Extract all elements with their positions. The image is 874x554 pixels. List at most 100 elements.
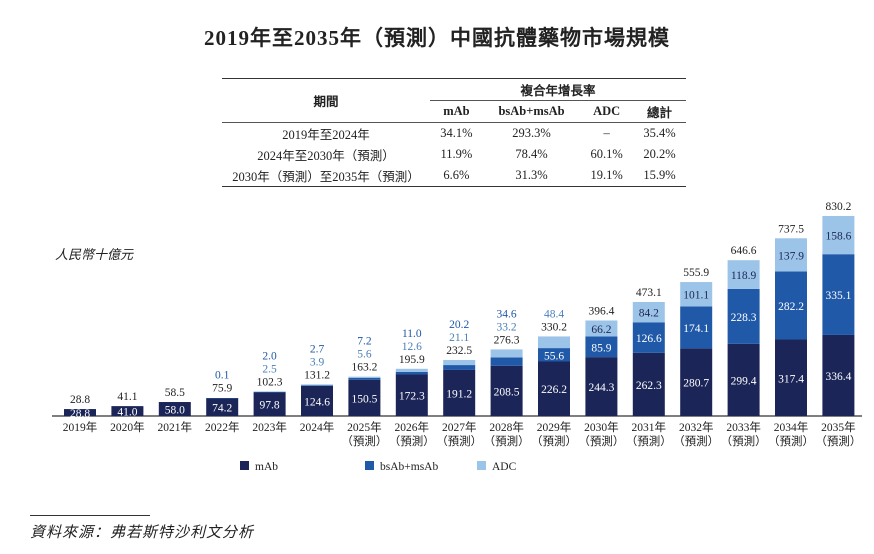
bar-segment-adc: [822, 215, 855, 255]
x-tick-label: 2025年: [347, 420, 382, 434]
bar-segment-adc: [680, 282, 713, 307]
bar-segment-mab: [585, 357, 618, 416]
data-label-mab: 280.7: [683, 378, 709, 390]
data-label-bsab: 85.9: [591, 342, 611, 354]
data-label-mab: 317.4: [778, 373, 804, 385]
col-header: 總計: [647, 106, 673, 120]
bar-segment-adc: [443, 359, 476, 366]
data-label-mab: 74.2: [212, 403, 232, 415]
bar-segment-adc: [301, 384, 333, 386]
table-row: 2024年至2030年（預測） 11.9% 78.4% 60.1% 20.2%: [222, 144, 686, 165]
data-label-bsab: 126.6: [636, 333, 662, 345]
divider: [30, 515, 150, 516]
data-label-mab: 191.2: [446, 388, 472, 400]
bar-segment-adc: [253, 391, 286, 392]
data-label-mab: 336.4: [825, 371, 851, 383]
data-label-mab: 208.5: [494, 386, 520, 398]
legend-swatch: [365, 461, 374, 470]
x-tick-label: 2024年: [300, 420, 335, 434]
value-cell: 15.9%: [643, 168, 676, 182]
y-axis-label: 人民幣十億元: [55, 247, 134, 262]
total-label: 102.3: [257, 376, 283, 388]
bar-segment-mab: [443, 369, 476, 416]
bar-segment-adc: [348, 376, 381, 378]
total-label: 195.9: [399, 354, 425, 366]
data-label-adc: 33.2: [497, 321, 517, 333]
bar-segment-mab: [490, 365, 523, 416]
bar-segment-bsab-msab: [632, 322, 665, 353]
data-label-mab: 299.4: [731, 375, 757, 387]
x-tick-label: 2020年: [110, 420, 145, 434]
legend-swatch: [477, 461, 486, 470]
x-tick-label: 2022年: [205, 420, 240, 434]
x-tick-label: 2035年: [821, 420, 856, 434]
bar-segment-adc: [727, 260, 760, 289]
data-label-mab: 58.0: [165, 405, 185, 417]
data-label-bsab: 34.6: [497, 308, 517, 320]
data-label-adc: 84.2: [639, 308, 659, 320]
value-cell: 35.4%: [643, 126, 676, 140]
bar-segment-bsab-msab: [301, 385, 333, 386]
bar-segment-bsab-msab: [253, 391, 286, 393]
period-cell: 2030年（預測）至2035年（預測）: [232, 170, 420, 184]
bar-segment-mab: [822, 334, 855, 416]
period-cell: 2024年至2030年（預測）: [257, 149, 395, 163]
bar-segment-mab: [301, 385, 333, 416]
x-tick-sublabel: （預測）: [436, 434, 482, 448]
bar-segment-mab: [680, 348, 713, 416]
bar-segment-adc: [490, 349, 523, 358]
total-label: 58.5: [165, 387, 185, 399]
table-row: 2019年至2024年 34.1% 293.3% – 35.4%: [222, 123, 686, 145]
bar-segment-mab: [111, 406, 144, 416]
data-label-mab: 124.6: [304, 396, 330, 408]
data-label-adc: 12.6: [402, 341, 422, 353]
x-tick-label: 2021年: [158, 420, 193, 434]
x-tick-sublabel: （預測）: [531, 434, 577, 448]
value-cell: 31.3%: [515, 168, 548, 182]
x-tick-label: 2030年: [584, 420, 619, 434]
col-header: mAb: [443, 104, 470, 118]
data-label-bsab: 0.1: [215, 370, 230, 382]
legend-swatch: [240, 461, 249, 470]
bar-segment-mab: [632, 352, 665, 416]
x-tick-label: 2027年: [442, 420, 477, 434]
col-header: bsAb+msAb: [498, 104, 565, 118]
x-tick-label: 2026年: [395, 420, 430, 434]
value-cell: 19.1%: [590, 168, 623, 182]
bar-segment-adc: [538, 336, 570, 349]
x-tick-sublabel: （預測）: [815, 434, 861, 448]
cagr-table: 期間 複合年增長率 mAb bsAb+msAb ADC 總計 2019年至202…: [222, 78, 686, 187]
value-cell: –: [603, 126, 610, 140]
bar-segment-adc: [775, 238, 807, 272]
bar-segment-bsab-msab: [206, 398, 239, 399]
value-cell: 293.3%: [512, 126, 551, 140]
total-label: 830.2: [825, 201, 851, 213]
table-row: 2030年（預測）至2035年（預測） 6.6% 31.3% 19.1% 15.…: [222, 165, 686, 187]
data-label-mab: 244.3: [588, 382, 614, 394]
value-cell: 78.4%: [515, 147, 548, 161]
legend-label: mAb: [255, 461, 278, 473]
data-label-bsab: 55.6: [544, 350, 564, 362]
x-tick-label: 2032年: [679, 420, 714, 434]
chart-title: 2019年至2035年（預測）中國抗體藥物市場規模: [204, 26, 670, 50]
bar-segment-mab: [775, 339, 807, 416]
bar-segment-bsab-msab: [490, 357, 523, 366]
data-label-bsab: 7.2: [357, 336, 372, 348]
total-label: 163.2: [351, 362, 377, 374]
total-label: 75.9: [212, 383, 232, 395]
total-label: 330.2: [541, 321, 567, 333]
data-label-mab: 172.3: [399, 391, 425, 403]
bar-segment-mab: [727, 343, 760, 416]
value-cell: 11.9%: [440, 147, 473, 161]
data-label-bsab: 11.0: [402, 328, 422, 340]
cagr-header: 複合年增長率: [430, 78, 686, 101]
bar-segment-bsab-msab: [680, 306, 713, 349]
total-label: 28.8: [70, 394, 90, 406]
total-label: 276.3: [494, 334, 520, 346]
total-label: 232.5: [446, 345, 472, 357]
legend-label: ADC: [492, 461, 517, 473]
data-label-mab: 28.8: [70, 408, 90, 420]
value-cell: 20.2%: [643, 147, 676, 161]
x-tick-sublabel: （預測）: [768, 434, 814, 448]
bar-segment-mab: [253, 392, 286, 416]
